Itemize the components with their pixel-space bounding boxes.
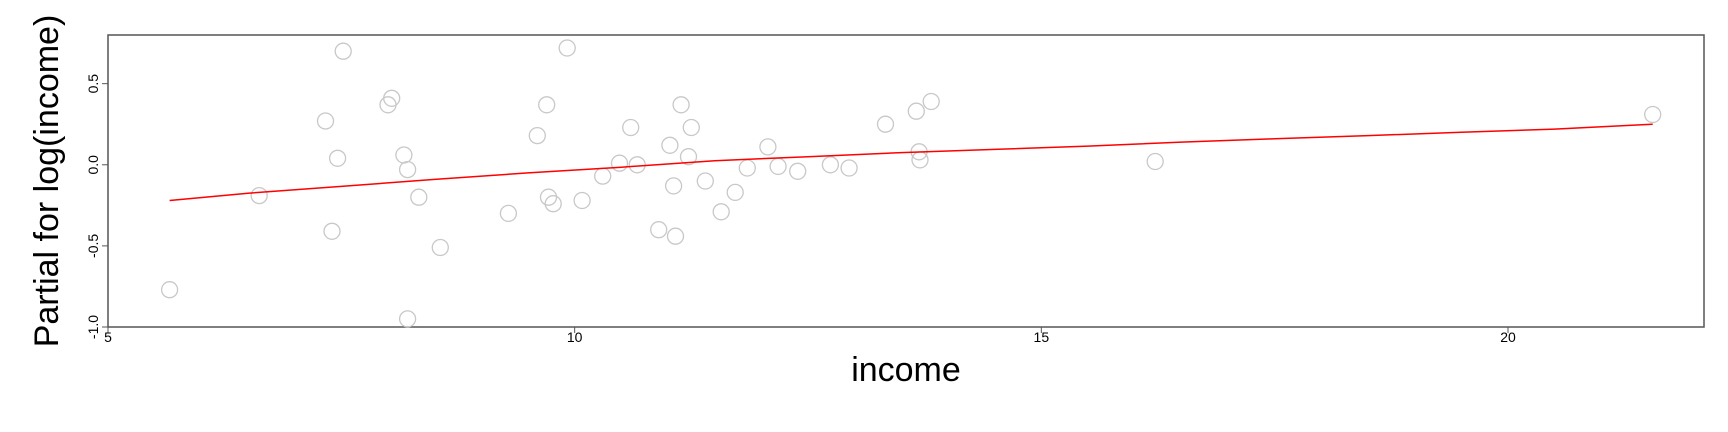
data-point (789, 162, 807, 180)
data-point (628, 156, 646, 174)
data-point (666, 227, 685, 245)
y-axis: -1.0 -0.5 0.0 0.5 (85, 74, 108, 339)
x-tick-label: 20 (1500, 329, 1516, 345)
y-axis-title: Partial for log(income) (28, 15, 66, 348)
data-point (661, 136, 679, 154)
data-point (594, 167, 612, 185)
data-point (922, 92, 940, 111)
data-point (328, 149, 347, 167)
data-point (650, 221, 668, 239)
data-point (610, 154, 629, 172)
data-point (664, 177, 683, 195)
x-axis: 5 10 15 20 (104, 327, 1516, 345)
data-point (398, 160, 417, 179)
data-point (544, 195, 562, 213)
fit-line (169, 123, 1653, 202)
data-point (383, 89, 401, 107)
data-point (398, 310, 417, 328)
data-point (738, 159, 756, 177)
data-point (712, 203, 730, 221)
data-point (907, 102, 925, 120)
x-tick-label: 5 (104, 329, 112, 345)
data-point (821, 156, 840, 174)
data-point (528, 126, 546, 145)
data-point (679, 148, 698, 166)
data-point (840, 159, 858, 177)
data-point (160, 281, 179, 299)
data-point (573, 191, 591, 210)
scatter-points (160, 39, 1662, 328)
data-point (682, 118, 700, 137)
fit-line-layer (169, 123, 1653, 202)
y-tick-label: 0.5 (85, 74, 101, 94)
data-point (395, 146, 413, 164)
data-point (726, 183, 744, 202)
plot-frame (107, 34, 1705, 328)
data-point (672, 96, 690, 114)
y-tick-label: 0.0 (85, 155, 101, 175)
data-point (759, 138, 777, 156)
data-point (769, 157, 787, 176)
data-point (431, 238, 449, 257)
data-point (250, 186, 268, 205)
data-point (1644, 105, 1662, 124)
data-point (334, 42, 352, 60)
x-tick-label: 10 (567, 329, 583, 345)
data-point (558, 39, 576, 57)
data-point (696, 172, 714, 190)
data-point (499, 204, 518, 223)
data-point (538, 96, 556, 114)
x-tick-label: 15 (1034, 329, 1050, 345)
data-point (323, 222, 341, 240)
data-point (622, 118, 640, 137)
data-point (410, 188, 428, 206)
data-point (316, 112, 335, 130)
data-point (876, 115, 895, 133)
y-tick-label: -0.5 (85, 234, 101, 258)
data-point (539, 188, 558, 206)
data-point (1146, 152, 1164, 171)
x-axis-title: income (851, 351, 961, 389)
y-tick-label: -1.0 (85, 315, 101, 339)
